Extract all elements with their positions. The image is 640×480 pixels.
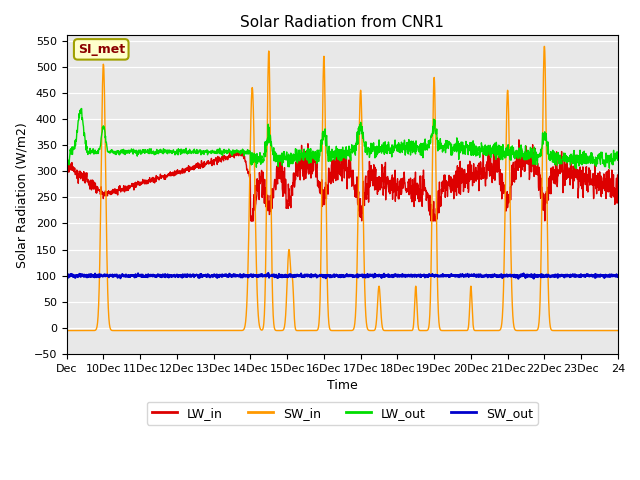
LW_out <box>331 156 339 162</box>
LW_in <box>497 180 505 185</box>
SW_in <box>614 328 621 334</box>
LW_in <box>247 218 255 224</box>
SW_out <box>63 274 70 279</box>
LW_in <box>331 162 339 168</box>
LW_out <box>77 106 85 111</box>
Line: LW_in: LW_in <box>67 140 618 221</box>
Line: SW_out: SW_out <box>67 273 618 279</box>
LW_in <box>515 137 523 143</box>
LW_in <box>598 191 606 196</box>
LW_out <box>317 147 324 153</box>
SW_out <box>91 272 99 278</box>
LW_out <box>63 159 70 165</box>
SW_out <box>614 273 621 278</box>
LW_out <box>598 149 606 155</box>
LW_out <box>92 147 99 153</box>
LW_in <box>63 170 70 176</box>
SW_out <box>598 273 606 278</box>
SW_in <box>316 296 324 302</box>
Y-axis label: Solar Radiation (W/m2): Solar Radiation (W/m2) <box>15 122 28 267</box>
Line: LW_out: LW_out <box>67 108 618 168</box>
LW_out <box>497 152 505 157</box>
Line: SW_in: SW_in <box>67 47 618 331</box>
SW_in <box>540 44 548 49</box>
LW_out <box>614 155 621 160</box>
SW_in <box>63 328 70 334</box>
SW_out <box>331 274 339 279</box>
SW_in <box>497 326 504 332</box>
SW_out <box>317 273 324 278</box>
LW_in <box>614 189 621 194</box>
SW_out <box>264 270 272 276</box>
Text: SI_met: SI_met <box>77 43 125 56</box>
SW_out <box>497 274 505 280</box>
LW_in <box>598 185 606 191</box>
LW_in <box>317 180 324 185</box>
LW_out <box>598 156 606 162</box>
SW_in <box>331 328 339 334</box>
SW_out <box>515 276 522 282</box>
SW_out <box>598 273 606 278</box>
X-axis label: Time: Time <box>327 379 358 392</box>
SW_in <box>598 328 606 334</box>
SW_in <box>91 327 99 333</box>
LW_in <box>91 186 99 192</box>
Legend: LW_in, SW_in, LW_out, SW_out: LW_in, SW_in, LW_out, SW_out <box>147 402 538 425</box>
SW_in <box>598 328 605 334</box>
LW_out <box>572 166 580 171</box>
Title: Solar Radiation from CNR1: Solar Radiation from CNR1 <box>241 15 444 30</box>
